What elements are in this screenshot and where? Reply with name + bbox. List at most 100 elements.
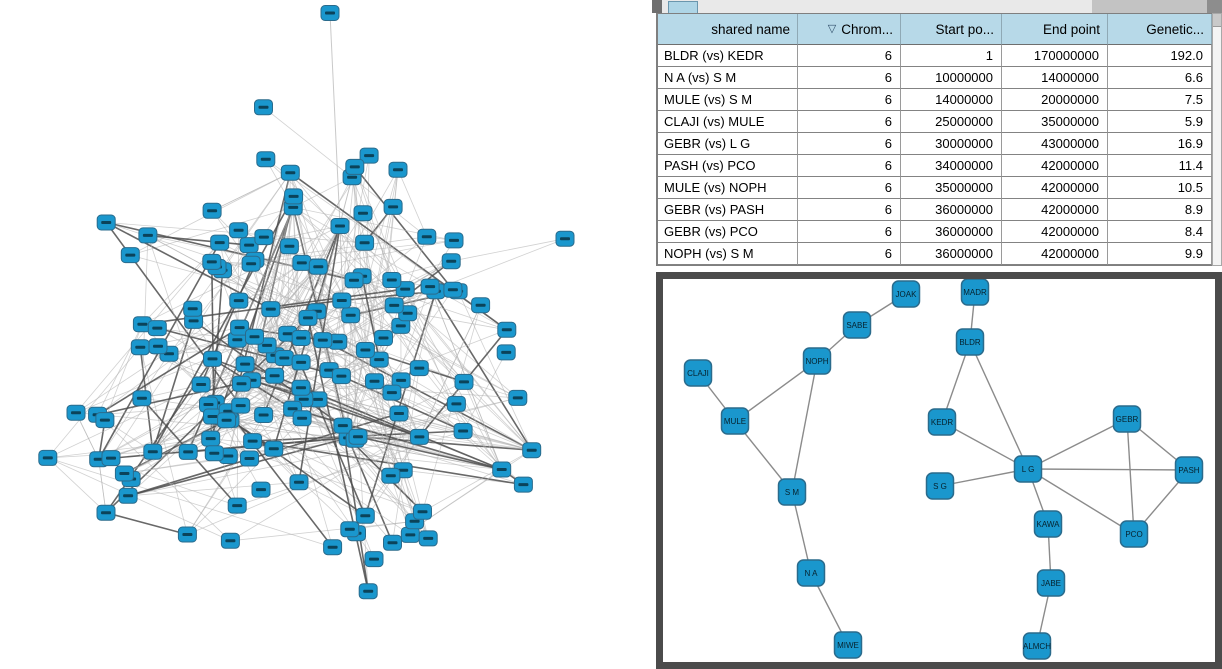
network-node[interactable] [143,443,163,460]
network-node[interactable] [265,367,285,384]
network-node[interactable] [245,328,264,345]
network-node[interactable] [369,351,389,368]
network-node[interactable] [409,360,429,377]
network-node[interactable] [240,450,259,467]
network-node[interactable] [409,428,429,445]
network-edge[interactable] [354,166,393,281]
network-edge[interactable] [212,416,420,438]
column-header-4[interactable]: Genetic... [1108,14,1212,45]
table-cell[interactable]: MULE (vs) S M [658,89,798,111]
network-node-claji[interactable]: CLAJI [683,359,713,387]
table-cell[interactable]: 6 [798,199,901,221]
network-node-gebr[interactable]: GEBR [1112,405,1142,433]
table-cell[interactable]: 30000000 [901,133,1002,155]
network-node-madr[interactable]: MADR [960,279,990,306]
network-node[interactable] [522,442,542,459]
network-edge[interactable] [300,387,464,432]
table-row[interactable]: N A (vs) S M 6 10000000 14000000 6.6 [658,67,1212,89]
table-cell[interactable]: 10.5 [1108,177,1212,199]
table-row[interactable]: MULE (vs) NOPH 6 35000000 42000000 10.5 [658,177,1212,199]
table-cell[interactable]: 16.9 [1108,133,1212,155]
network-node[interactable] [413,503,432,520]
table-cell[interactable]: 170000000 [1002,45,1108,67]
network-node[interactable] [261,301,281,318]
network-node[interactable] [508,389,528,406]
network-node-pash[interactable]: PASH [1174,456,1204,484]
table-row[interactable]: MULE (vs) S M 6 14000000 20000000 7.5 [658,89,1212,111]
network-node[interactable] [454,373,474,390]
network-node-noph[interactable]: NOPH [802,347,832,375]
table-cell[interactable]: GEBR (vs) PASH [658,199,798,221]
network-edge[interactable] [130,207,294,256]
network-node[interactable] [348,428,368,445]
network-node[interactable] [355,234,375,251]
table-cell[interactable]: 7.5 [1108,89,1212,111]
network-edge[interactable] [75,412,349,439]
network-edge[interactable] [142,225,341,325]
network-node[interactable] [291,330,311,346]
network-edge[interactable] [289,172,319,267]
table-cell[interactable]: 36000000 [901,221,1002,243]
network-node[interactable] [114,465,134,482]
network-edge[interactable] [229,419,423,513]
network-edge[interactable] [355,397,518,441]
network-node-na[interactable]: N A [796,559,826,587]
table-cell[interactable]: 42000000 [1002,221,1108,243]
network-node[interactable] [274,350,294,366]
network-edge[interactable] [139,347,188,535]
table-cell[interactable]: 9.9 [1108,243,1212,265]
network-edge[interactable] [75,262,303,414]
network-node[interactable] [313,332,333,349]
network-node[interactable] [333,417,353,434]
network-edge[interactable] [374,381,411,535]
network-node-miwe[interactable]: MIWE [833,631,863,659]
network-edge[interactable] [152,380,402,453]
table-cell[interactable]: 36000000 [901,243,1002,265]
network-node[interactable] [132,390,152,407]
network-edge-NOPH-MULE[interactable] [734,360,818,422]
network-node-kedr[interactable]: KEDR [927,408,957,436]
network-node[interactable] [148,338,168,355]
table-cell[interactable]: 192.0 [1108,45,1212,67]
network-node[interactable] [235,356,255,373]
network-edge[interactable] [329,12,341,227]
network-node[interactable] [138,227,158,244]
network-node[interactable] [203,408,222,425]
network-edge[interactable] [230,403,457,542]
network-node[interactable] [443,281,463,298]
network-edge[interactable] [292,408,502,471]
network-node[interactable] [191,376,211,393]
network-node[interactable] [384,297,404,314]
network-edge[interactable] [354,166,454,291]
network-edge[interactable] [301,337,532,451]
network-node[interactable] [291,354,311,371]
column-header-3[interactable]: End point [1002,14,1108,45]
network-edge[interactable] [128,436,420,497]
network-node[interactable] [202,253,222,270]
network-node-lg[interactable]: L G [1013,455,1043,483]
network-edge[interactable] [229,419,502,470]
network-edge[interactable] [244,363,503,471]
network-edge[interactable] [339,225,349,438]
table-cell[interactable]: 43000000 [1002,133,1108,155]
network-node[interactable] [231,397,251,414]
network-edge[interactable] [208,155,370,405]
network-node-jabe[interactable]: JABE [1036,569,1066,597]
network-node[interactable] [227,331,247,348]
table-cell[interactable]: GEBR (vs) PCO [658,221,798,243]
network-node[interactable] [204,445,224,462]
network-node[interactable] [359,147,379,164]
network-node[interactable] [374,330,393,346]
network-edge-KEDR-LG[interactable] [941,421,1029,470]
sort-icon[interactable]: ▽ [827,22,837,35]
table-cell[interactable]: 35000000 [901,177,1002,199]
network-edge[interactable] [341,300,507,331]
network-edge-NOPH-SM[interactable] [791,360,818,493]
network-node[interactable] [391,372,411,389]
table-cell[interactable]: 8.9 [1108,199,1212,221]
network-node[interactable] [298,309,318,326]
network-edge[interactable] [128,481,300,497]
network-node-joak[interactable]: JOAK [891,280,921,308]
network-node-bldr[interactable]: BLDR [955,328,985,356]
column-header-0[interactable]: shared name [658,14,798,45]
